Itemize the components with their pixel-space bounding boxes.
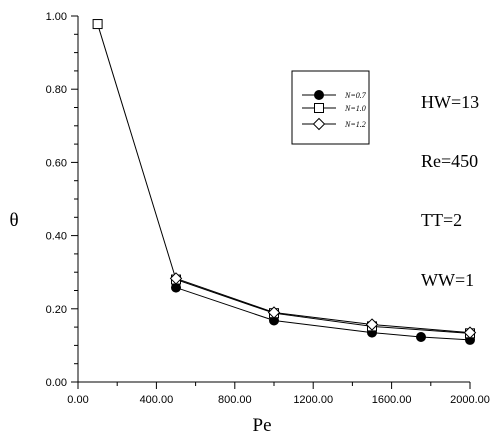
series-line-2 [97,23,471,334]
legend-marker-1 [314,90,324,100]
legend-marker-2 [314,103,324,113]
data-point-series-3 [365,318,379,331]
x-axis-label: Pe [253,415,272,436]
annotation-re: Re=450 [421,151,478,171]
data-point-series-3 [463,326,477,339]
series-line-3 [175,277,471,334]
y-tick-label: 1.00 [46,11,67,23]
data-point-series-2 [92,19,103,30]
y-tick-label: 0.60 [46,157,67,169]
y-tick-label: 0.00 [46,377,67,389]
data-point-series-3 [169,272,183,285]
x-tick-label: 0.00 [67,394,88,406]
legend-label-2: N=1.0 [344,104,366,113]
legend-label-3: N=1.2 [344,120,366,129]
data-point-series-1 [416,331,426,342]
annotation-hw: HW=13 [421,92,479,112]
x-tick-label: 800.00 [218,394,252,406]
legend-marker-3 [312,117,326,131]
annotations: HW=13 Re=450 TT=2 WW=1 [421,92,479,290]
markers [92,19,477,345]
y-axis-label: θ [9,210,18,231]
x-tick-label: 1600.00 [372,394,412,406]
y-tick-label: 0.80 [46,84,67,96]
series-line-1 [175,287,471,341]
annotation-ww: WW=1 [421,270,474,290]
y-tick-label: 0.40 [46,231,67,243]
axes [77,16,470,383]
x-tick-label: 2000.00 [450,394,490,406]
data-point-series-3 [267,306,281,319]
x-tick-label: 400.00 [140,394,174,406]
x-tick-label: 1200.00 [293,394,333,406]
legend: N=0.7 N=1.0 N=1.2 [291,70,370,145]
series-lines [97,23,471,341]
annotation-tt: TT=2 [421,210,462,230]
ticks: 0.00 400.00 800.00 1200.00 1600.00 2000.00 0.0… [46,11,490,406]
y-tick-label: 0.20 [46,304,67,316]
legend-label-1: N=0.7 [344,91,367,100]
